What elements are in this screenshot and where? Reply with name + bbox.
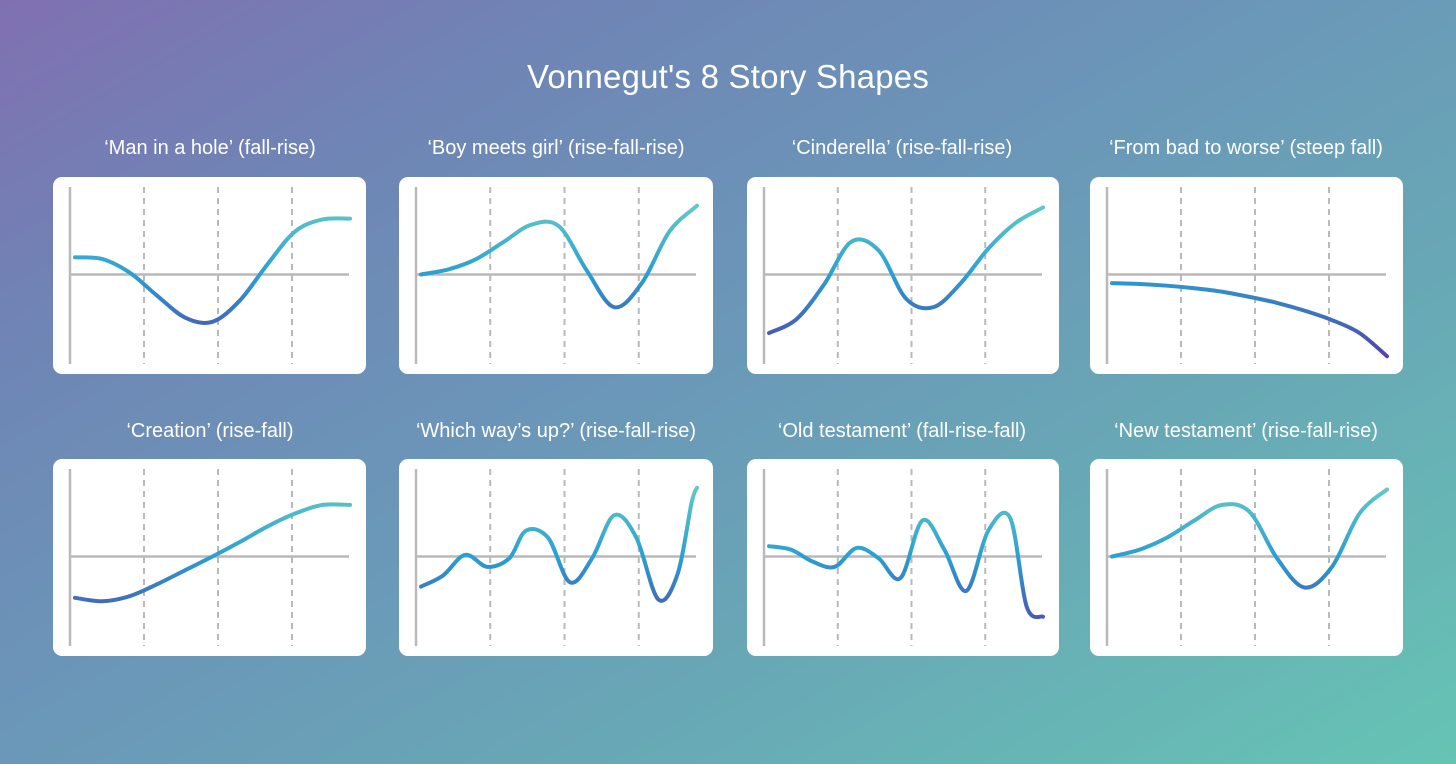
story-curve <box>767 205 1045 335</box>
story-chart-creation <box>68 469 352 646</box>
chart-card-from-bad-to-worse <box>1090 177 1403 374</box>
panel-title-new-testament: ‘New testament’ (rise-fall-rise) <box>1114 420 1378 442</box>
story-curve <box>73 502 352 604</box>
story-curve <box>419 485 699 603</box>
chart-card-which-ways-up <box>399 459 713 656</box>
page-title: Vonnegut's 8 Story Shapes <box>526 58 930 95</box>
story-chart-which-ways-up <box>414 469 699 646</box>
story-chart-old-testament <box>762 469 1045 646</box>
story-chart-new-testament <box>1105 469 1389 646</box>
chart-card-boy-meets-girl <box>399 177 713 374</box>
panel-title-boy-meets-girl: ‘Boy meets girl’ (rise-fall-rise) <box>427 137 685 159</box>
story-chart-man-in-a-hole <box>68 187 352 364</box>
panel-title-man-in-a-hole: ‘Man in a hole’ (fall-rise) <box>104 137 316 159</box>
story-curve <box>419 203 699 310</box>
panel-title-creation: ‘Creation’ (rise-fall) <box>126 420 294 442</box>
story-curve <box>73 216 352 325</box>
story-curve <box>767 510 1045 620</box>
story-chart-from-bad-to-worse <box>1105 187 1389 364</box>
chart-card-cinderella <box>747 177 1059 374</box>
chart-card-old-testament <box>747 459 1059 656</box>
chart-card-creation <box>53 459 366 656</box>
panel-title-cinderella: ‘Cinderella’ (rise-fall-rise) <box>791 137 1013 159</box>
panel-title-which-ways-up: ‘Which way’s up?’ (rise-fall-rise) <box>415 420 697 442</box>
story-curve <box>1110 281 1389 359</box>
panel-title-from-bad-to-worse: ‘From bad to worse’ (steep fall) <box>1109 137 1383 159</box>
chart-card-man-in-a-hole <box>53 177 366 374</box>
story-chart-cinderella <box>762 187 1045 364</box>
panel-title-old-testament: ‘Old testament’ (fall-rise-fall) <box>777 420 1027 442</box>
chart-card-new-testament <box>1090 459 1403 656</box>
story-curve <box>1110 487 1389 590</box>
story-chart-boy-meets-girl <box>414 187 699 364</box>
